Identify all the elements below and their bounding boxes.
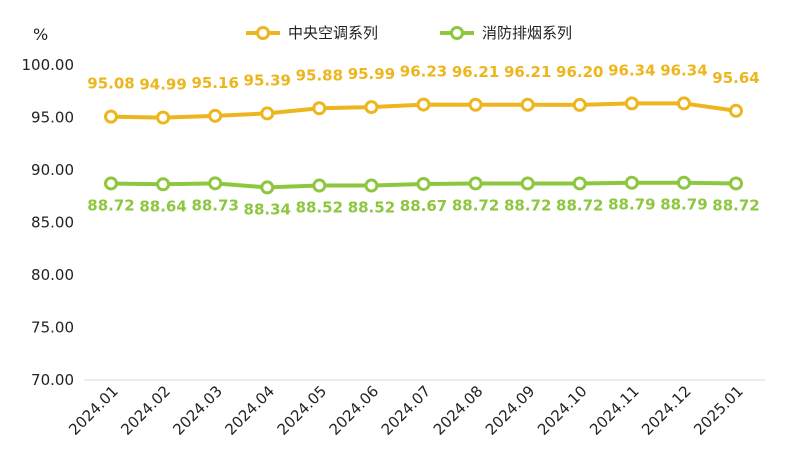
data-point	[364, 178, 379, 193]
data-point	[520, 176, 535, 191]
data-label: 88.72	[556, 196, 603, 214]
x-tick-label: 2024.04	[221, 382, 278, 439]
x-tick-label: 2024.09	[482, 382, 539, 439]
data-label: 95.39	[244, 71, 291, 89]
legend-marker-2	[450, 26, 464, 40]
data-point	[572, 97, 587, 112]
data-point	[364, 100, 379, 115]
data-point	[156, 177, 171, 192]
data-label: 88.72	[712, 196, 759, 214]
data-label: 88.72	[504, 196, 551, 214]
data-point	[624, 175, 639, 190]
legend: 中央空调系列 消防排烟系列	[246, 24, 572, 42]
data-point	[729, 103, 743, 118]
data-label: 96.34	[660, 61, 707, 79]
y-tick-label: 90.00	[31, 161, 74, 179]
y-axis-unit: %	[33, 25, 48, 44]
data-label: 95.64	[712, 69, 759, 87]
data-point	[468, 97, 483, 112]
data-point	[312, 178, 327, 193]
x-tick-label: 2024.05	[274, 382, 331, 439]
data-point	[416, 176, 431, 191]
data-point	[572, 176, 587, 191]
data-label: 88.34	[244, 200, 291, 218]
data-label: 96.23	[400, 63, 447, 81]
y-tick-label: 80.00	[31, 266, 74, 284]
data-point	[260, 180, 275, 195]
data-point	[520, 97, 535, 112]
x-tick-label: 2024.07	[378, 382, 435, 439]
x-tick-label: 2024.11	[586, 382, 643, 439]
y-tick-label: 70.00	[31, 371, 74, 389]
data-label: 96.34	[608, 61, 655, 79]
data-label: 88.72	[87, 196, 134, 214]
x-tick-label: 2024.12	[638, 382, 695, 439]
x-tick-label: 2024.02	[117, 382, 174, 439]
data-label: 95.16	[191, 74, 238, 92]
data-point	[624, 96, 639, 111]
data-point	[676, 175, 691, 190]
y-tick-label: 75.00	[31, 319, 74, 337]
x-tick-label: 2024.01	[65, 382, 122, 439]
x-tick-label: 2024.06	[326, 382, 383, 439]
data-label: 88.52	[296, 199, 343, 217]
legend-marker-1	[256, 26, 270, 40]
data-point	[208, 108, 223, 123]
data-label: 88.73	[191, 196, 238, 214]
series-layer: 95.08 94.99 95.16 95.39 95.88 95.99 96.23 96.21…	[87, 61, 759, 218]
data-label: 88.64	[139, 197, 186, 215]
data-label: 88.67	[400, 197, 447, 215]
data-label: 88.79	[660, 196, 707, 214]
data-label: 88.72	[452, 196, 499, 214]
data-label: 96.21	[504, 63, 551, 81]
data-label: 88.52	[348, 199, 395, 217]
data-label: 95.88	[296, 66, 343, 84]
data-point	[468, 176, 483, 191]
data-label: 94.99	[139, 76, 186, 94]
data-label: 96.21	[452, 63, 499, 81]
data-point	[260, 106, 275, 121]
data-point	[416, 97, 431, 112]
data-label: 95.99	[348, 65, 395, 83]
data-point	[729, 176, 743, 191]
data-point	[104, 176, 118, 191]
legend-label-1: 中央空调系列	[288, 24, 378, 42]
y-tick-label: 100.00	[22, 56, 75, 74]
x-tick-label: 2025.01	[690, 382, 747, 439]
x-tick-label: 2024.10	[534, 382, 591, 439]
x-tick-label: 2024.03	[169, 382, 226, 439]
data-label: 88.79	[608, 196, 655, 214]
x-axis-ticks: 2024.012024.022024.032024.042024.052024.…	[65, 382, 747, 439]
data-label: 95.08	[87, 75, 134, 93]
data-point	[104, 109, 118, 124]
y-tick-label: 95.00	[31, 109, 74, 127]
data-point	[676, 96, 691, 111]
x-tick-label: 2024.08	[430, 382, 487, 439]
data-point	[312, 101, 327, 116]
y-tick-label: 85.00	[31, 214, 74, 232]
y-axis-ticks: 70.00 75.00 80.00 85.00 90.00 95.00 100.00	[22, 56, 75, 389]
data-point	[208, 176, 223, 191]
data-point	[156, 110, 171, 125]
data-label: 96.20	[556, 63, 603, 81]
legend-label-2: 消防排烟系列	[482, 24, 572, 42]
